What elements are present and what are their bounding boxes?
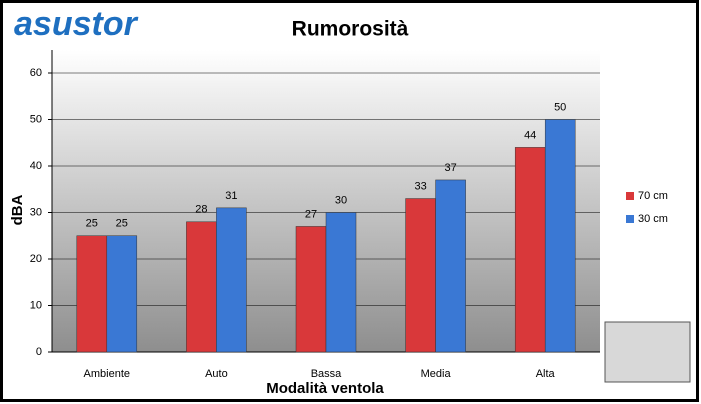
bar: [544, 119, 576, 353]
x-tick-label: Auto: [205, 368, 228, 380]
x-tick-label: Alta: [536, 368, 556, 380]
legend-swatch: [626, 192, 634, 200]
bar: [405, 198, 436, 353]
data-label: 30: [335, 194, 347, 206]
chart-title: Rumorosità: [292, 18, 409, 41]
data-label: 25: [86, 218, 98, 230]
bar: [325, 212, 357, 353]
x-tick-label: Media: [421, 368, 452, 380]
data-label: 44: [524, 129, 536, 141]
bar: [186, 221, 217, 353]
legend-label: 30 cm: [638, 213, 668, 225]
product-image: [604, 321, 691, 383]
legend-label: 70 cm: [638, 190, 668, 202]
data-label: 50: [554, 101, 566, 113]
data-label: 31: [225, 190, 237, 202]
data-label: 25: [116, 218, 128, 230]
data-label: 28: [195, 204, 207, 216]
data-label: 27: [305, 208, 317, 220]
data-label: 33: [414, 180, 426, 192]
y-tick-label: 10: [30, 299, 42, 311]
y-tick-label: 50: [30, 113, 42, 125]
x-tick-label: Bassa: [311, 368, 342, 380]
y-tick-label: 20: [30, 253, 42, 265]
bar: [106, 235, 138, 353]
x-axis-title: Modalità ventola: [266, 380, 384, 397]
data-label: 37: [444, 162, 456, 174]
legend-swatch: [626, 215, 634, 223]
bar: [435, 179, 466, 353]
x-tick-label: Ambiente: [84, 368, 130, 380]
y-tick-label: 40: [30, 160, 42, 172]
logo: asustor: [14, 5, 139, 43]
y-tick-label: 0: [36, 346, 42, 358]
bar: [295, 226, 327, 353]
bar: [76, 235, 108, 353]
y-axis-title: dBA: [9, 194, 26, 225]
bar: [514, 147, 546, 353]
bar: [216, 207, 247, 353]
y-tick-label: 30: [30, 206, 42, 218]
y-tick-label: 60: [30, 67, 42, 79]
